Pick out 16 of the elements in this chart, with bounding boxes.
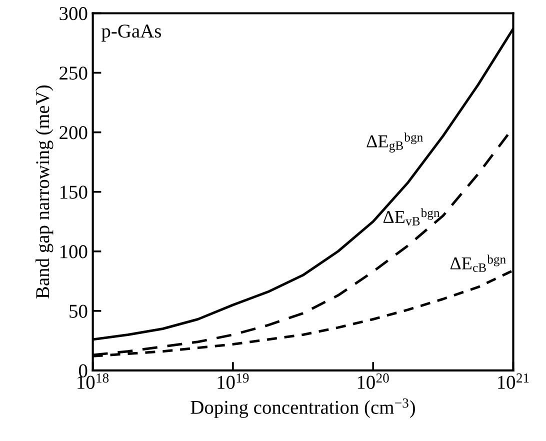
x-axis-title: Doping concentration (cm$^{−3}$) [190,398,415,418]
x-tick-label: 10$^{19}$ [218,373,249,389]
annotation: p-GaAs [102,24,162,42]
y-tick-label: 100 [60,245,88,258]
series-label: ΔE$_{gB}$$^{bgn}$ [366,132,423,152]
x-tick-label: 10$^{21}$ [498,373,529,389]
series-label: ΔE$_{vB}$$^{bgn}$ [383,208,440,226]
y-tick-label: 300 [60,7,88,20]
x-tick-label: 10$^{20}$ [358,373,389,389]
y-axis-title: Band gap narrowing (meV) [36,86,54,298]
y-tick-label: 250 [60,66,88,80]
y-tick-label: 200 [60,126,88,140]
y-tick-label: 50 [70,304,88,318]
y-tick-label: 150 [60,186,88,199]
series-label: ΔE$_{cB}$$^{bgn}$ [450,254,506,272]
y-tick-label: 0 [78,364,88,378]
